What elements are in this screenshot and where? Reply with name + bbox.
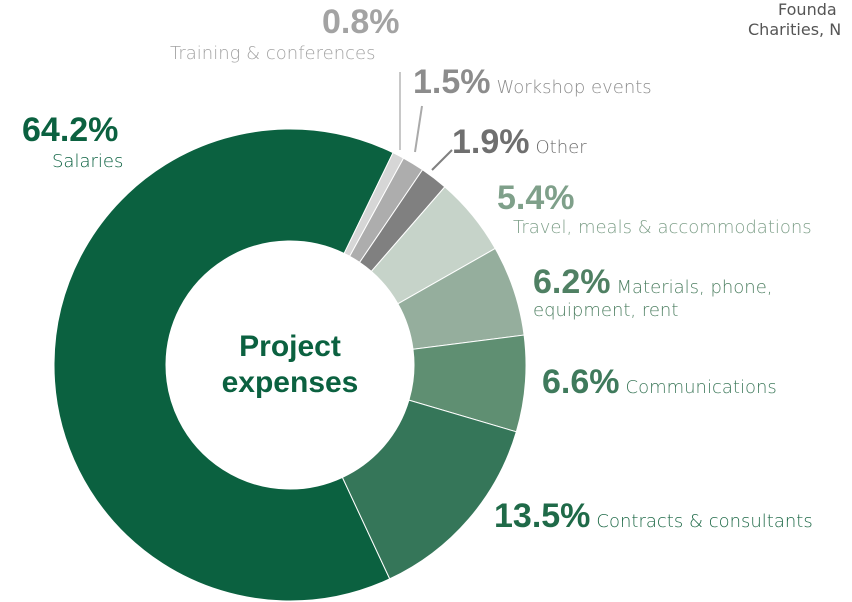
value-label: 6.6% xyxy=(542,363,620,401)
center-label: Project xyxy=(239,330,341,363)
data-label: 1.9% Other xyxy=(452,123,587,161)
category-label: Other xyxy=(535,137,587,158)
value-label: 1.5% xyxy=(413,63,491,101)
center-label: expenses xyxy=(222,366,359,399)
value-label: 1.9% xyxy=(452,123,530,161)
value-label: 64.2% xyxy=(22,111,119,149)
slice xyxy=(341,399,517,580)
data-label: 13.5% Contracts & consultants xyxy=(494,497,813,535)
data-label: 1.5% Workshop events xyxy=(413,63,652,101)
leader-line xyxy=(414,105,423,153)
slice xyxy=(53,128,394,602)
value-label: 0.8% xyxy=(322,3,400,41)
leader-line xyxy=(431,149,453,171)
category-label: Salaries xyxy=(52,151,124,172)
category-label: Workshop events xyxy=(496,77,652,98)
category-label: Training & conferences xyxy=(170,43,376,64)
donut xyxy=(53,128,527,602)
category-label: Travel, meals & accommodations xyxy=(513,217,812,238)
leader-lines xyxy=(399,72,453,171)
value-label: 6.2% xyxy=(533,263,611,301)
category-label: Materials, phone, equipment, rent xyxy=(533,277,773,322)
data-label: 6.2% Materials, phone, equipment, rent xyxy=(533,263,793,322)
data-label: 6.6% Communications xyxy=(542,363,777,401)
value-label: 5.4% xyxy=(497,179,575,217)
category-label: Contracts & consultants xyxy=(596,511,813,532)
category-label: Communications xyxy=(625,377,777,398)
annotation: Founda xyxy=(778,0,837,19)
value-label: 13.5% xyxy=(494,497,591,535)
annotation: Charities, N xyxy=(748,20,842,39)
